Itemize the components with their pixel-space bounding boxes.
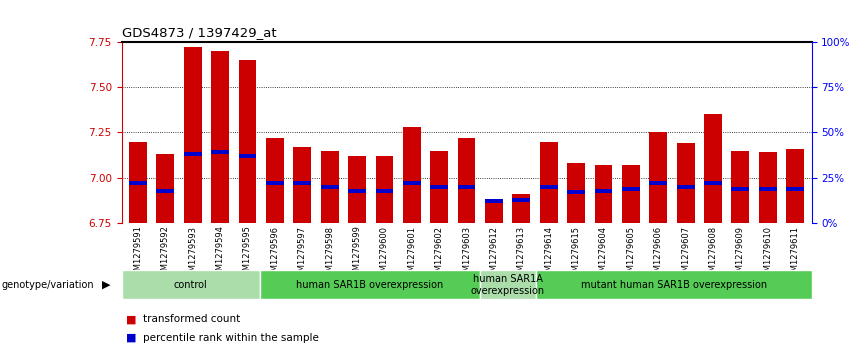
Text: GSM1279611: GSM1279611 bbox=[791, 225, 799, 282]
Text: GSM1279613: GSM1279613 bbox=[516, 225, 526, 282]
Text: control: control bbox=[174, 280, 207, 290]
Bar bbox=[403, 181, 421, 185]
Bar bbox=[457, 185, 476, 189]
Bar bbox=[595, 188, 612, 192]
Text: GSM1279603: GSM1279603 bbox=[462, 225, 471, 282]
FancyBboxPatch shape bbox=[260, 270, 480, 299]
Text: ■: ■ bbox=[126, 333, 136, 343]
Bar bbox=[184, 47, 201, 223]
Bar bbox=[512, 197, 530, 201]
Text: genotype/variation: genotype/variation bbox=[2, 280, 95, 290]
Bar bbox=[239, 60, 256, 223]
Bar bbox=[211, 51, 229, 223]
Bar bbox=[211, 150, 229, 155]
Bar bbox=[677, 185, 694, 189]
Text: GSM1279599: GSM1279599 bbox=[352, 225, 361, 281]
Bar bbox=[293, 147, 311, 223]
Bar bbox=[431, 185, 448, 189]
Bar bbox=[293, 181, 311, 185]
Bar bbox=[622, 165, 640, 223]
Text: transformed count: transformed count bbox=[143, 314, 240, 325]
Text: ■: ■ bbox=[126, 314, 136, 325]
Text: GDS4873 / 1397429_at: GDS4873 / 1397429_at bbox=[122, 26, 276, 39]
Bar bbox=[129, 181, 147, 185]
Text: GSM1279605: GSM1279605 bbox=[627, 225, 635, 282]
Text: GSM1279615: GSM1279615 bbox=[572, 225, 581, 282]
Bar bbox=[786, 149, 804, 223]
Text: GSM1279601: GSM1279601 bbox=[407, 225, 417, 282]
Bar bbox=[321, 151, 339, 223]
FancyBboxPatch shape bbox=[122, 270, 260, 299]
Text: GSM1279596: GSM1279596 bbox=[270, 225, 279, 282]
Bar bbox=[376, 156, 393, 223]
Text: GSM1279602: GSM1279602 bbox=[435, 225, 444, 282]
Text: GSM1279595: GSM1279595 bbox=[243, 225, 252, 281]
Bar bbox=[512, 194, 530, 223]
Bar bbox=[156, 188, 174, 192]
Bar bbox=[732, 187, 749, 191]
Bar bbox=[266, 138, 284, 223]
Bar bbox=[677, 143, 694, 223]
Bar bbox=[540, 142, 557, 223]
Bar bbox=[184, 152, 201, 156]
Bar bbox=[348, 156, 366, 223]
Bar bbox=[567, 190, 585, 194]
Text: human SAR1B overexpression: human SAR1B overexpression bbox=[296, 280, 444, 290]
Bar bbox=[622, 187, 640, 191]
FancyBboxPatch shape bbox=[480, 270, 536, 299]
Bar bbox=[540, 185, 557, 189]
Bar bbox=[403, 127, 421, 223]
Text: GSM1279597: GSM1279597 bbox=[298, 225, 306, 282]
Bar bbox=[239, 154, 256, 158]
FancyBboxPatch shape bbox=[536, 270, 812, 299]
Bar bbox=[759, 187, 777, 191]
Text: GSM1279591: GSM1279591 bbox=[134, 225, 142, 281]
Text: GSM1279608: GSM1279608 bbox=[708, 225, 718, 282]
Bar bbox=[485, 199, 503, 203]
Text: percentile rank within the sample: percentile rank within the sample bbox=[143, 333, 319, 343]
Text: GSM1279610: GSM1279610 bbox=[763, 225, 773, 282]
Text: human SAR1A
overexpression: human SAR1A overexpression bbox=[471, 274, 545, 296]
Bar bbox=[567, 163, 585, 223]
Bar bbox=[732, 151, 749, 223]
Bar bbox=[431, 151, 448, 223]
Text: GSM1279607: GSM1279607 bbox=[681, 225, 690, 282]
Text: GSM1279592: GSM1279592 bbox=[161, 225, 170, 281]
Text: GSM1279598: GSM1279598 bbox=[326, 225, 334, 282]
Text: GSM1279612: GSM1279612 bbox=[490, 225, 498, 282]
Text: GSM1279594: GSM1279594 bbox=[215, 225, 225, 281]
Bar bbox=[485, 203, 503, 223]
Text: GSM1279604: GSM1279604 bbox=[599, 225, 608, 282]
Text: GSM1279600: GSM1279600 bbox=[380, 225, 389, 282]
Bar bbox=[759, 152, 777, 223]
Bar bbox=[376, 188, 393, 192]
Text: GSM1279614: GSM1279614 bbox=[544, 225, 553, 282]
Bar bbox=[704, 181, 722, 185]
Text: ▶: ▶ bbox=[102, 280, 111, 290]
Text: GSM1279609: GSM1279609 bbox=[736, 225, 745, 282]
Bar bbox=[156, 154, 174, 223]
Bar bbox=[457, 138, 476, 223]
Text: GSM1279606: GSM1279606 bbox=[654, 225, 663, 282]
Bar bbox=[321, 185, 339, 189]
Bar bbox=[704, 114, 722, 223]
Bar bbox=[129, 142, 147, 223]
Bar bbox=[266, 181, 284, 185]
Bar bbox=[786, 187, 804, 191]
Bar bbox=[649, 181, 667, 185]
Bar bbox=[595, 165, 612, 223]
Text: GSM1279593: GSM1279593 bbox=[188, 225, 197, 282]
Bar bbox=[649, 132, 667, 223]
Text: mutant human SAR1B overexpression: mutant human SAR1B overexpression bbox=[581, 280, 766, 290]
Bar bbox=[348, 188, 366, 192]
